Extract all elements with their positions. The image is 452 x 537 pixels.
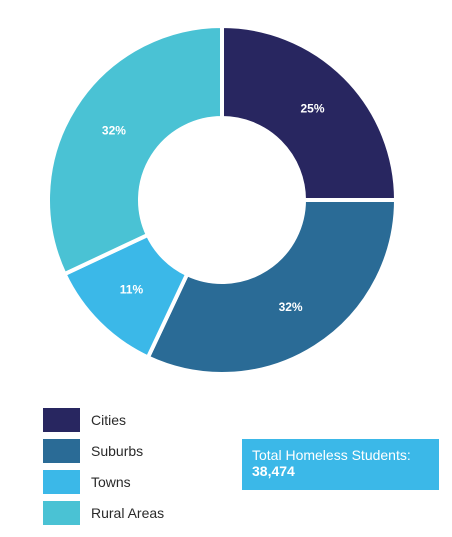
legend-label-towns: Towns (91, 474, 131, 490)
legend-swatch-suburbs (43, 439, 80, 463)
donut-chart: 25% 32% 11% 32% (46, 23, 399, 376)
slice-label-rural-areas: 32% (102, 124, 126, 138)
legend-item-cities: Cities (43, 408, 164, 432)
total-value: 38,474 (252, 463, 295, 479)
legend-item-suburbs: Suburbs (43, 439, 164, 463)
slice-label-towns: 11% (120, 283, 144, 297)
legend-label-suburbs: Suburbs (91, 443, 144, 459)
total-homeless-students-box: Total Homeless Students: 38,474 (242, 439, 439, 490)
legend-swatch-cities (43, 408, 80, 432)
slice-rural-areas (46, 23, 224, 277)
legend-label-rural-areas: Rural Areas (91, 505, 165, 521)
slice-suburbs (145, 198, 399, 376)
slice-label-cities: 25% (300, 102, 324, 116)
chart-legend: Cities Suburbs Towns Rural Areas (43, 408, 164, 532)
legend-item-towns: Towns (43, 470, 164, 494)
legend-item-rural-areas: Rural Areas (43, 501, 164, 525)
legend-swatch-rural-areas (43, 501, 80, 525)
slice-label-suburbs: 32% (279, 300, 303, 314)
slice-cities (220, 23, 399, 202)
legend-label-cities: Cities (91, 412, 127, 428)
total-title: Total Homeless Students: (252, 447, 411, 463)
legend-swatch-towns (43, 470, 80, 494)
